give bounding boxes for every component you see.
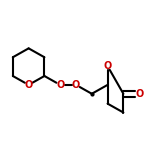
Text: O: O — [135, 89, 143, 99]
Text: O: O — [72, 80, 80, 90]
Text: O: O — [104, 61, 112, 71]
Text: O: O — [24, 80, 33, 90]
Text: O: O — [56, 80, 64, 90]
